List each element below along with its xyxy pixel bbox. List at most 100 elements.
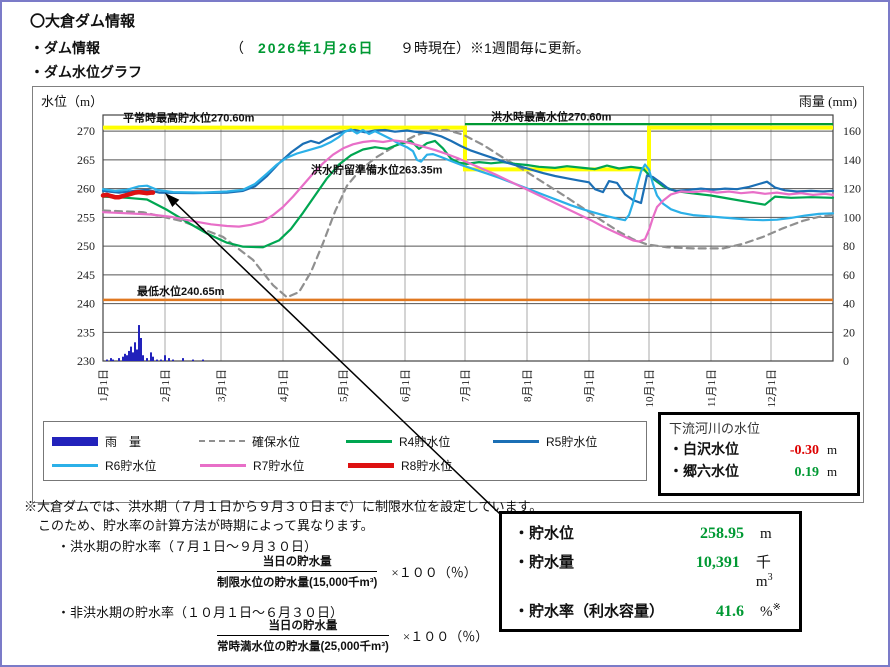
rain-swatch (52, 436, 98, 446)
series-R6貯水位 (101, 128, 835, 222)
storage-rate-value: 41.6 (716, 602, 744, 620)
left-tick: 240 (77, 297, 95, 311)
right-axis-title: 雨量 (mm) (798, 94, 857, 109)
left-tick: 255 (77, 210, 95, 224)
rain-bar (164, 355, 166, 361)
series-R5貯水位 (101, 128, 835, 205)
right-tick: 40 (843, 297, 855, 311)
rain-bar (110, 358, 112, 361)
legend-item-r8: R8貯水位 (348, 457, 496, 474)
annotation-normal-max: 平常時最高貯水位270.60m (123, 111, 255, 125)
rain-bar (112, 359, 114, 361)
left-tick: 265 (77, 153, 95, 167)
annotation-min-level: 最低水位240.65m (137, 284, 225, 298)
right-tick: 20 (843, 325, 855, 339)
x-tick: 1月1日 (98, 369, 110, 402)
legend-item-r7: R7貯水位 (200, 457, 348, 474)
x-tick: 3月1日 (216, 369, 228, 402)
rain-bar (128, 350, 130, 361)
nonflood-formula-label: ・非洪水期の貯水率（１０月１日～６月３０日） (57, 605, 344, 620)
rain-bar (146, 358, 148, 361)
x-tick: 4月1日 (278, 369, 290, 402)
x-tick: 11月1日 (706, 369, 718, 407)
series-R8貯水位 (100, 189, 156, 200)
r7-swatch (200, 463, 246, 467)
x-tick: 2月1日 (160, 369, 172, 402)
annotation-flood-max: 洪水時最高水位270.60m (491, 110, 612, 124)
rain-bar (152, 356, 154, 361)
rain-bar (168, 358, 170, 361)
right-tick: 60 (843, 268, 855, 282)
flood-formula: 当日の貯水量 制限水位の貯水量(15,000千m³) ×１００（％） (217, 553, 477, 590)
rain-bar (192, 359, 194, 361)
rain-bar (136, 349, 138, 361)
shirasawa-row: ・白沢水位 -0.30 m (669, 441, 838, 458)
shirasawa-value: -0.30 (789, 443, 819, 458)
x-tick: 8月1日 (522, 369, 534, 402)
storage-level-row: ・貯水位 258.95 m (514, 525, 772, 543)
series-確保水位 (101, 128, 835, 299)
normal-max-line (103, 125, 833, 172)
x-tick: 6月1日 (400, 369, 412, 402)
kakuho-swatch (199, 440, 245, 442)
rain-bar (182, 358, 184, 361)
x-tick: 12月1日 (766, 369, 778, 408)
legend-item-rain: 雨 量 (52, 433, 199, 450)
rain-bar (160, 359, 162, 361)
flood-fraction: 当日の貯水量 制限水位の貯水量(15,000千m³) (217, 553, 378, 590)
storage-level-value: 258.95 (700, 525, 744, 543)
plot-border (102, 114, 834, 362)
left-axis-title: 水位（m） (41, 94, 104, 109)
left-tick: 270 (77, 124, 95, 138)
rain-bar (172, 359, 174, 361)
storage-rate-row: ・貯水率（利水容量） 41.6 %※ (514, 601, 781, 620)
rain-bar (150, 352, 152, 361)
paren-open: （ (230, 40, 244, 56)
right-tick: 80 (843, 239, 855, 253)
right-tick: 140 (843, 153, 861, 167)
rain-bar (118, 358, 120, 361)
time-and-update-note: ９時現在）※1週間毎に更新。 (400, 40, 590, 56)
left-tick: 235 (77, 325, 95, 339)
left-tick: 245 (77, 268, 95, 282)
storage-volume-value: 10,391 (695, 554, 740, 572)
series-R7貯水位 (101, 139, 835, 243)
flood-season-note: ※大倉ダムでは、洪水期（７月１日から９月３０日まで）に制限水位を設定しています。… (24, 499, 543, 533)
rain-bar (140, 338, 142, 361)
x-tick: 10月1日 (644, 369, 656, 408)
right-tick: 100 (843, 210, 861, 224)
current-date: 2026年1月26日 (258, 40, 375, 56)
legend-item-r6: R6貯水位 (52, 457, 200, 474)
storage-volume-row: ・貯水量 10,391 千m3 (514, 554, 773, 591)
rain-bar (132, 352, 134, 361)
x-tick: 5月1日 (338, 369, 350, 402)
dam-info-label: ・ダム情報 (30, 40, 100, 56)
nonflood-formula: 当日の貯水量 常時満水位の貯水量(25,000千m³) ×１００（％） (217, 617, 488, 654)
flood-formula-label: ・洪水期の貯水率（７月１日～９月３０日） (57, 539, 318, 554)
rain-bar (142, 355, 144, 361)
left-tick: 260 (77, 182, 95, 196)
graph-section-label: ・ダム水位グラフ (30, 64, 142, 80)
rain-bar (126, 355, 128, 361)
legend-item-kakuho: 確保水位 (199, 433, 346, 450)
r8-swatch (348, 462, 394, 468)
r5-swatch (493, 439, 539, 443)
left-tick: 230 (77, 354, 95, 368)
rain-bar (130, 346, 132, 361)
goroku-row: ・郷六水位 0.19 m (669, 463, 838, 480)
goroku-value: 0.19 (794, 465, 820, 480)
right-tick: 120 (843, 182, 861, 196)
rain-bar (138, 325, 140, 361)
rain-bar (156, 359, 158, 361)
legend-item-r4: R4貯水位 (346, 433, 493, 450)
storage-status-box: ・貯水位 258.95 m ・貯水量 10,391 千m3 ・貯水率（利水容量）… (499, 511, 802, 632)
downstream-river-box: 下流河川の水位 ・白沢水位 -0.30 m ・郷六水位 0.19 m (658, 412, 860, 496)
left-tick: 250 (77, 239, 95, 253)
chart-legend: 雨 量 確保水位 R4貯水位 R5貯水位 R6貯水位 R7貯水位 R8貯水位 (43, 421, 647, 481)
rain-bar (106, 359, 108, 361)
water-level-chart: 水位（m） 雨量 (mm) 230 235 240 245 250 255 260 265 27… (32, 86, 864, 503)
right-tick: 160 (843, 124, 861, 138)
legend-item-r5: R5貯水位 (493, 433, 640, 450)
rain-bar (122, 356, 124, 361)
